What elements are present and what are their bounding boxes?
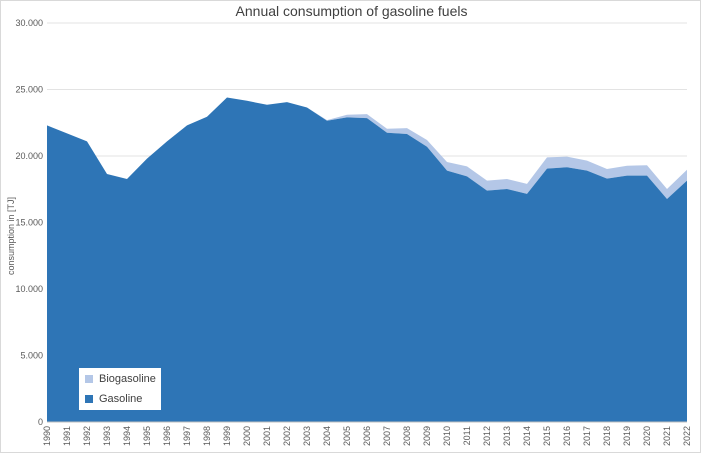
x-tick-label: 2019	[622, 426, 632, 446]
x-tick-label: 1995	[142, 426, 152, 446]
x-tick-label: 2010	[442, 426, 452, 446]
x-tick-label: 1990	[42, 426, 52, 446]
x-tick-label: 2009	[422, 426, 432, 446]
x-tick-label: 2011	[462, 426, 472, 445]
x-tick-label: 2016	[562, 426, 572, 446]
x-tick-label: 2000	[242, 426, 252, 446]
x-tick-label: 2013	[502, 426, 512, 446]
x-tick-label: 2020	[642, 426, 652, 446]
y-tick-label: 20.000	[15, 151, 43, 161]
x-tick-label: 2008	[402, 426, 412, 446]
legend-label: Gasoline	[99, 392, 143, 405]
x-tick-label: 1991	[62, 426, 72, 446]
x-tick-label: 2002	[282, 426, 292, 446]
x-tick-label: 2018	[602, 426, 612, 446]
x-tick-label: 2015	[542, 426, 552, 446]
x-tick-label: 1994	[122, 426, 132, 446]
x-tick-label: 2021	[662, 426, 672, 446]
x-tick-label: 2006	[362, 426, 372, 446]
x-tick-label: 2014	[522, 426, 532, 446]
y-tick-label: 25.000	[15, 85, 43, 95]
chart-title: Annual consumption of gasoline fuels	[235, 3, 468, 19]
y-tick-label: 30.000	[15, 18, 43, 28]
legend-swatch	[85, 374, 93, 383]
area-gasoline	[47, 97, 687, 422]
x-tick-label: 1996	[162, 426, 172, 446]
x-tick-label: 2003	[302, 426, 312, 446]
x-tick-label: 2012	[482, 426, 492, 446]
x-tick-label: 2022	[682, 426, 692, 446]
x-tick-label: 1999	[222, 426, 232, 446]
x-tick-label: 1992	[82, 426, 92, 446]
legend-item-biogasoline: Biogasoline	[79, 369, 161, 388]
y-tick-label: 5.000	[20, 351, 43, 361]
legend: Biogasoline Gasoline	[79, 368, 161, 410]
x-tick-label: 1993	[102, 426, 112, 446]
legend-swatch	[85, 394, 93, 403]
y-tick-label: 10.000	[15, 284, 43, 294]
x-tick-label: 1997	[182, 426, 192, 446]
x-tick-label: 2004	[322, 426, 332, 446]
y-tick-label: 15.000	[15, 218, 43, 228]
x-tick-label: 1998	[202, 426, 212, 446]
legend-label: Biogasoline	[99, 372, 156, 385]
legend-item-gasoline: Gasoline	[79, 389, 161, 408]
x-tick-label: 2005	[342, 426, 352, 446]
x-tick-label: 2001	[262, 426, 272, 446]
x-tick-label: 2007	[382, 426, 392, 446]
area-biogasoline	[47, 97, 687, 199]
y-axis-label: consumption in [TJ]	[6, 196, 16, 276]
x-tick-label: 2017	[582, 426, 592, 446]
y-tick-label: 0	[38, 417, 43, 427]
